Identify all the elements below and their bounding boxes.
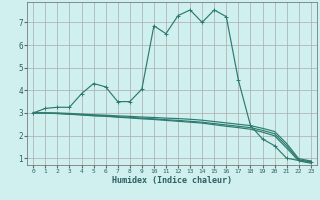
X-axis label: Humidex (Indice chaleur): Humidex (Indice chaleur) (112, 176, 232, 185)
